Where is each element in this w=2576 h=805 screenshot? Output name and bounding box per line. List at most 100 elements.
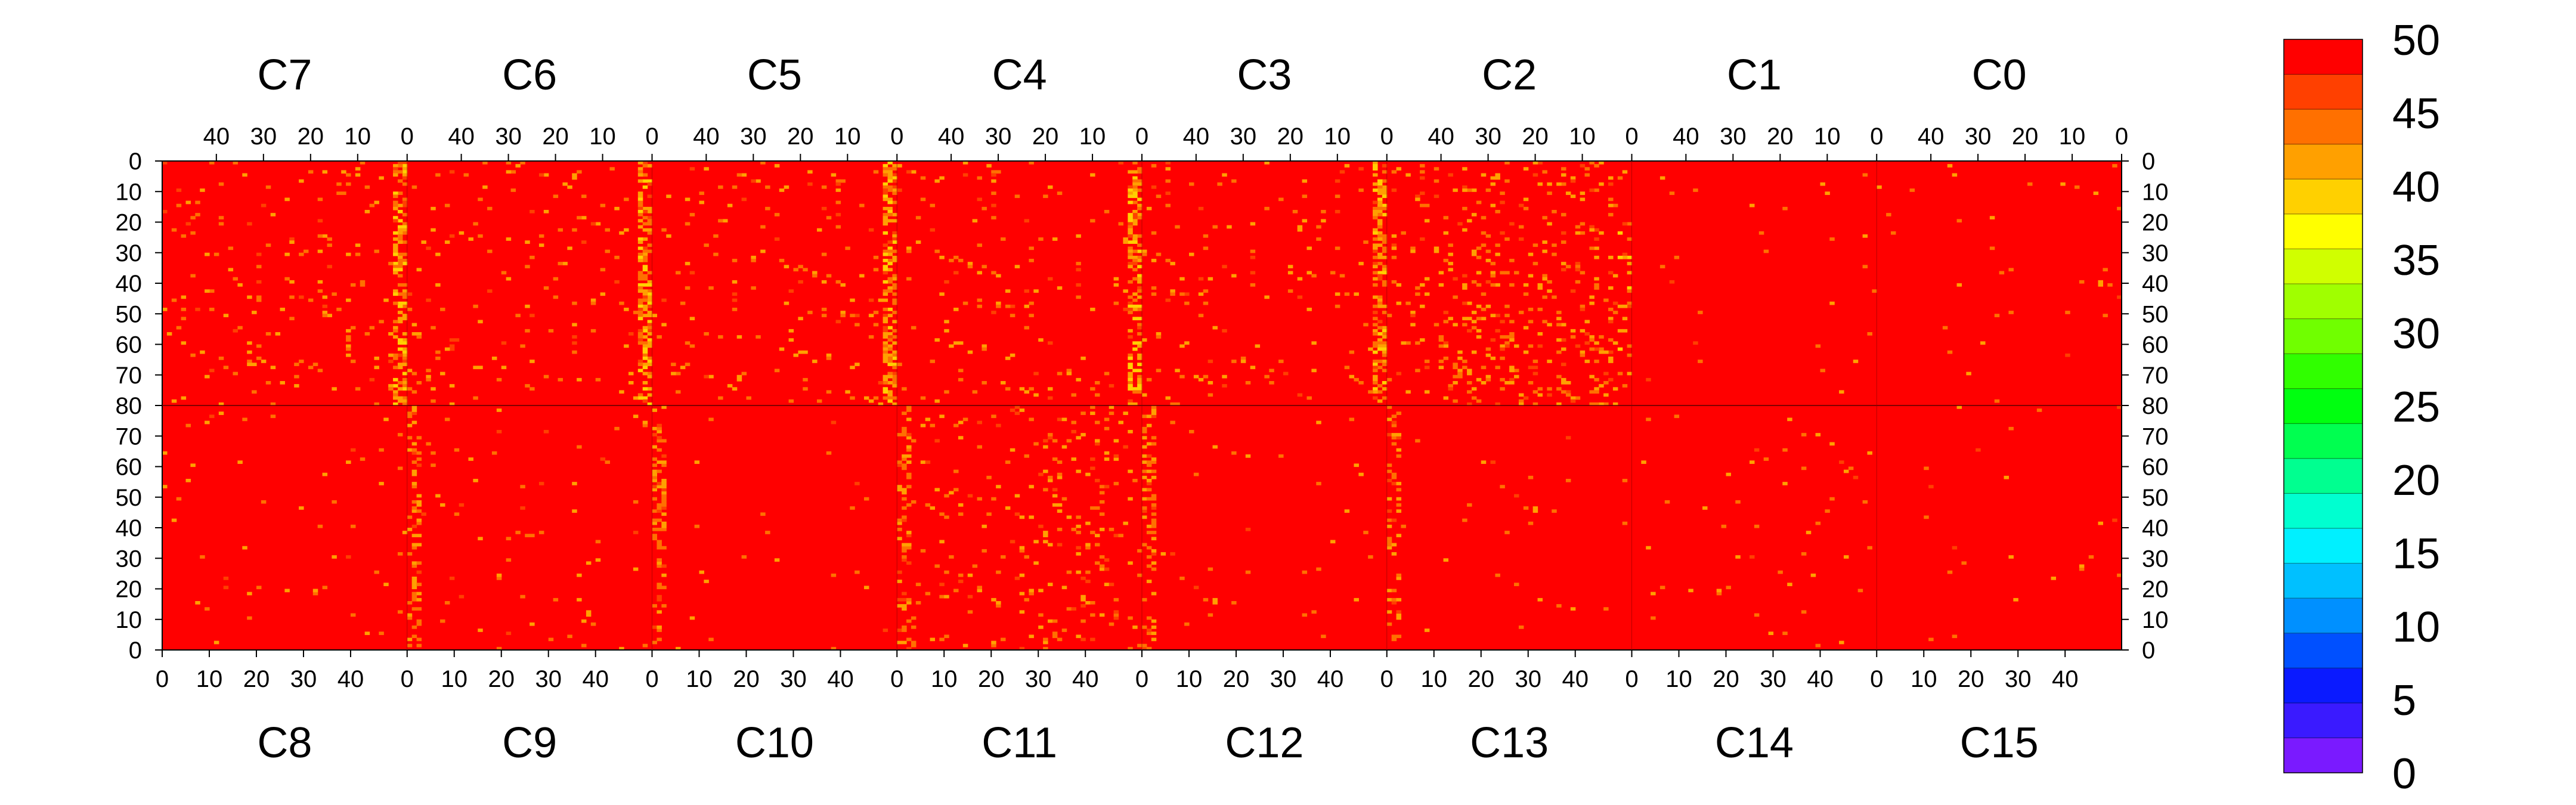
heatmap-cell (826, 216, 832, 219)
heatmap-cell (1820, 369, 1825, 373)
bottom-x-tick-label: 30 (1270, 666, 1297, 692)
heatmap-cell (402, 231, 408, 235)
heatmap-cell (1754, 524, 1760, 528)
heatmap-cell (1716, 592, 1722, 596)
heatmap-cell (1382, 387, 1388, 391)
heatmap-cell (1358, 381, 1364, 385)
heatmap-cell (652, 408, 657, 412)
heatmap-cell (355, 167, 361, 171)
bottom-x-tick-label: 10 (1176, 666, 1203, 692)
heatmap-cell (652, 537, 657, 541)
heatmap-cell (1142, 643, 1147, 648)
heatmap-cell (218, 182, 224, 186)
heatmap-cell (397, 164, 403, 168)
heatmap-cell (1424, 203, 1430, 208)
heatmap-cell (637, 259, 643, 262)
heatmap-cell (1853, 475, 1859, 479)
heatmap-cell (299, 506, 304, 510)
heatmap-cell (1297, 277, 1303, 281)
heatmap-cell (897, 604, 902, 608)
heatmap-cell (1151, 460, 1157, 464)
heatmap-cell (1589, 295, 1594, 299)
heatmap-cell (647, 222, 653, 226)
colorbar-tick-label: 30 (2392, 310, 2440, 358)
heatmap-cell (1518, 399, 1524, 403)
heatmap-cell (652, 626, 657, 629)
heatmap-cell (883, 357, 888, 360)
heatmap-cell (967, 494, 973, 498)
heatmap-cell (538, 531, 544, 534)
heatmap-cell (1528, 320, 1534, 324)
heatmap-cell (661, 482, 667, 485)
heatmap-cell (600, 292, 606, 296)
heatmap-cell (1132, 219, 1138, 223)
heatmap-cell (411, 634, 417, 639)
heatmap-cell (652, 518, 657, 522)
heatmap-cell (835, 320, 841, 324)
heatmap-cell (661, 604, 667, 608)
bottom-x-tick-label: 30 (1025, 666, 1052, 692)
heatmap-cell (642, 295, 648, 299)
y-tick-label-right: 20 (2142, 210, 2169, 236)
heatmap-cell (1321, 219, 1326, 223)
heatmap-cell (572, 301, 577, 305)
heatmap-cell (1448, 252, 1453, 256)
heatmap-cell (1424, 628, 1430, 632)
heatmap-cell (1537, 344, 1543, 348)
heatmap-cell (1373, 344, 1378, 348)
heatmap-cell (1080, 619, 1086, 623)
heatmap-cell (1956, 283, 1962, 287)
heatmap-cell (1010, 353, 1015, 357)
y-tick-label-right: 40 (2142, 271, 2169, 297)
heatmap-cell (883, 353, 888, 357)
y-tick-label-right: 70 (2142, 423, 2169, 450)
heatmap-cell (1109, 405, 1114, 409)
heatmap-cell (520, 485, 525, 488)
heatmap-cell (1142, 497, 1147, 501)
heatmap-cell (883, 280, 888, 284)
heatmap-cell (1203, 597, 1209, 602)
heatmap-cell (454, 512, 460, 516)
heatmap-cell (1391, 436, 1397, 439)
heatmap-cell (1556, 317, 1562, 321)
heatmap-cell (1500, 320, 1505, 324)
heatmap-cell (821, 206, 827, 210)
heatmap-cell (887, 210, 893, 213)
heatmap-cell (1010, 448, 1015, 452)
heatmap-cell (887, 219, 893, 223)
heatmap-cell (590, 222, 596, 226)
heatmap-cell (1476, 304, 1482, 308)
heatmap-cell (411, 332, 417, 336)
heatmap-cell (496, 646, 502, 651)
heatmap-cell (1448, 243, 1453, 247)
heatmap-cell (228, 268, 234, 272)
heatmap-cell (1815, 433, 1821, 436)
heatmap-cell (628, 381, 634, 385)
heatmap-cell (1514, 271, 1519, 275)
heatmap-cell (642, 420, 648, 425)
heatmap-cell (1523, 283, 1529, 287)
heatmap-cell (1481, 231, 1487, 235)
heatmap-cell (233, 277, 238, 281)
y-tick-label-left: 70 (116, 423, 143, 450)
heatmap-cell (1151, 524, 1157, 528)
heatmap-cell (1311, 369, 1317, 373)
heatmap-cell (883, 252, 888, 256)
colorbar-tick-label: 50 (2392, 17, 2440, 64)
heatmap-cell (944, 570, 949, 574)
heatmap-cell (637, 213, 643, 216)
heatmap-cell (803, 350, 808, 354)
heatmap-cell (1462, 185, 1467, 189)
heatmap-cell (765, 531, 770, 534)
top-x-tick-label: 10 (589, 123, 616, 150)
heatmap-cell (435, 350, 441, 354)
heatmap-cell (411, 472, 417, 476)
heatmap-cell (1485, 347, 1491, 351)
y-tick-label-left: 30 (116, 240, 143, 267)
heatmap-cell (1599, 347, 1604, 351)
heatmap-cell (689, 213, 695, 216)
heatmap-cell (1391, 170, 1397, 174)
heatmap-cell (1349, 417, 1355, 422)
heatmap-cell (887, 289, 893, 293)
